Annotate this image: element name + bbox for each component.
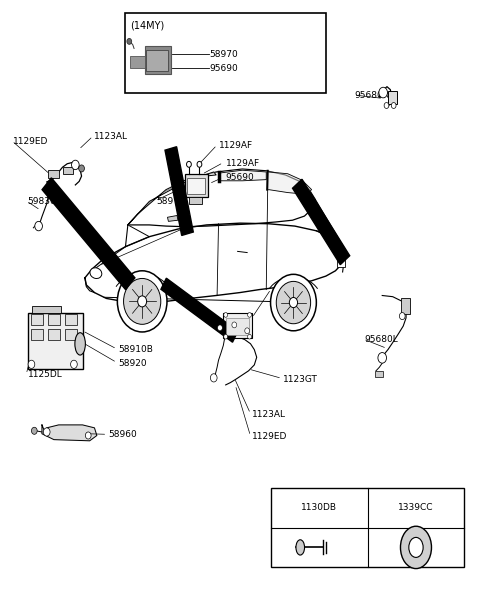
Bar: [388, 91, 396, 104]
Polygon shape: [218, 170, 266, 181]
Circle shape: [127, 38, 132, 44]
Bar: [32, 329, 43, 340]
Circle shape: [399, 313, 405, 320]
Circle shape: [210, 374, 217, 382]
Circle shape: [35, 222, 42, 231]
Circle shape: [276, 281, 311, 324]
Bar: [146, 50, 168, 72]
Circle shape: [79, 165, 84, 172]
Circle shape: [117, 271, 167, 332]
Bar: [144, 46, 171, 74]
Text: 1125DL: 1125DL: [28, 371, 62, 379]
Bar: [337, 249, 345, 267]
Circle shape: [271, 274, 316, 331]
Polygon shape: [42, 178, 135, 290]
Text: 1339CC: 1339CC: [398, 503, 434, 512]
Bar: [48, 329, 60, 340]
Bar: [374, 371, 383, 376]
Text: 59830B: 59830B: [28, 197, 62, 206]
Circle shape: [72, 160, 79, 170]
Text: 1129ED: 1129ED: [13, 137, 48, 146]
Circle shape: [379, 87, 387, 98]
Text: 95690: 95690: [226, 173, 254, 183]
Ellipse shape: [409, 537, 423, 557]
Ellipse shape: [400, 526, 432, 569]
Text: 95680R: 95680R: [355, 91, 390, 100]
Polygon shape: [292, 179, 350, 265]
Circle shape: [32, 427, 37, 434]
Circle shape: [28, 360, 35, 368]
Bar: [63, 167, 73, 174]
Text: 1129AF: 1129AF: [226, 158, 260, 168]
Text: 58960: 58960: [109, 430, 137, 440]
Bar: [187, 178, 205, 194]
Circle shape: [248, 313, 252, 317]
Text: 59810B: 59810B: [274, 285, 308, 294]
Bar: [271, 488, 464, 567]
Circle shape: [85, 432, 91, 439]
Bar: [226, 318, 249, 336]
Ellipse shape: [296, 540, 304, 555]
Text: 1129AF: 1129AF: [218, 141, 252, 150]
Ellipse shape: [90, 268, 102, 278]
Text: 1123AL: 1123AL: [95, 132, 129, 141]
Text: 58970: 58970: [209, 50, 238, 59]
Circle shape: [197, 161, 202, 167]
Circle shape: [43, 428, 50, 436]
Bar: [48, 314, 60, 325]
Bar: [401, 298, 410, 314]
Bar: [223, 313, 252, 338]
Text: 95680L: 95680L: [364, 335, 398, 344]
Circle shape: [384, 103, 389, 108]
Bar: [65, 329, 77, 340]
Bar: [130, 56, 144, 69]
Text: 58920: 58920: [118, 359, 147, 368]
Bar: [33, 306, 61, 313]
Bar: [32, 314, 43, 325]
Text: 58970: 58970: [156, 197, 185, 206]
Circle shape: [232, 322, 237, 328]
Bar: [189, 197, 202, 204]
Text: 95690: 95690: [209, 64, 238, 73]
Bar: [28, 313, 83, 369]
Polygon shape: [42, 425, 97, 441]
Bar: [185, 174, 208, 197]
Ellipse shape: [75, 333, 85, 355]
Text: (14MY): (14MY): [130, 20, 165, 30]
Circle shape: [224, 335, 228, 339]
Text: 58910B: 58910B: [118, 345, 153, 354]
Text: 1130DB: 1130DB: [301, 503, 337, 512]
Circle shape: [391, 103, 396, 108]
Text: 1123AL: 1123AL: [252, 410, 286, 419]
Circle shape: [138, 296, 146, 307]
Circle shape: [245, 328, 250, 334]
Text: 1129ED: 1129ED: [252, 432, 288, 441]
Polygon shape: [161, 278, 238, 342]
Polygon shape: [165, 147, 193, 235]
Text: 1123GT: 1123GT: [283, 375, 318, 384]
Polygon shape: [128, 172, 216, 225]
Bar: [125, 13, 326, 93]
Circle shape: [123, 278, 161, 324]
Circle shape: [224, 313, 228, 317]
Circle shape: [217, 325, 222, 331]
Polygon shape: [269, 172, 312, 194]
Polygon shape: [168, 216, 178, 222]
Circle shape: [248, 335, 252, 339]
Circle shape: [187, 161, 192, 167]
Circle shape: [71, 360, 77, 368]
Bar: [48, 170, 59, 178]
Circle shape: [289, 297, 298, 308]
Bar: [65, 314, 77, 325]
Circle shape: [378, 353, 386, 363]
